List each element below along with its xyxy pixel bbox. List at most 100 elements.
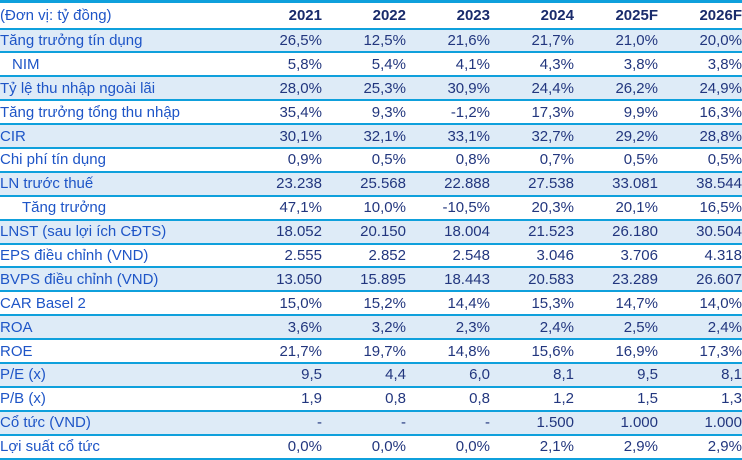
table-row: ROE 21,7% 19,7% 14,8% 15,6% 16,9% 17,3%: [0, 339, 742, 364]
cell-value: 2,1%: [490, 434, 574, 460]
table-row: Tăng trưởng 47,1% 10,0% -10,5% 20,3% 20,1% 16,…: [0, 195, 742, 221]
cell-value: 13.050: [238, 267, 322, 293]
year-column-header: 2025F: [574, 1, 658, 30]
cell-value: 2,4%: [490, 315, 574, 341]
table-row: P/E (x) 9,5 4,4 6,0 8,1 9,5 8,1: [0, 362, 742, 388]
cell-value: 20.150: [322, 219, 406, 245]
table-row: Chi phí tín dụng 0,9% 0,5% 0,8% 0,7% 0,5% 0,5%: [0, 147, 742, 173]
cell-value: 3.046: [490, 243, 574, 269]
row-label: Cổ tức (VND): [0, 410, 238, 436]
cell-value: 18.004: [406, 219, 490, 245]
cell-value: 32,1%: [322, 124, 406, 149]
year-column-header: 2023: [406, 1, 490, 30]
table-row: LNST (sau lợi ích CĐTS) 18.052 20.150 18.00…: [0, 219, 742, 245]
cell-value: -: [322, 410, 406, 436]
cell-value: 2.555: [238, 243, 322, 269]
cell-value: 14,8%: [406, 339, 490, 364]
table-row: LN trước thuế 23.238 25.568 22.888 27.538 33.…: [0, 171, 742, 197]
row-label: EPS điều chỉnh (VND): [0, 243, 238, 269]
year-column-header: 2026F: [658, 1, 742, 30]
row-label: CAR Basel 2: [0, 291, 238, 317]
cell-value: 10,0%: [322, 195, 406, 221]
cell-value: 0,5%: [574, 147, 658, 173]
row-label: Tăng trưởng: [0, 195, 238, 221]
cell-value: 25.568: [322, 171, 406, 197]
cell-value: 2,4%: [658, 315, 742, 341]
cell-value: 24,9%: [658, 76, 742, 102]
table-row: Cổ tức (VND) - - -1.500 1.000 1.000: [0, 410, 742, 436]
cell-value: -: [238, 410, 322, 436]
cell-value: 4,1%: [406, 52, 490, 78]
cell-value: 14,7%: [574, 291, 658, 317]
table-row: NIM 5,8% 5,4% 4,1% 4,3% 3,8% 3,8%: [0, 52, 742, 78]
cell-value: 0,0%: [238, 434, 322, 460]
cell-value: 3,6%: [238, 315, 322, 341]
cell-value: 5,8%: [238, 52, 322, 78]
cell-value: 8,1: [490, 362, 574, 388]
year-column-header: 2021: [238, 1, 322, 30]
cell-value: 21,7%: [238, 339, 322, 364]
table-row: ROA 3,6% 3,2% 2,3% 2,4% 2,5% 2,4%: [0, 315, 742, 341]
table-row: CAR Basel 2 15,0% 15,2% 14,4% 15,3% 14,7% 14,0…: [0, 291, 742, 317]
cell-value: 29,2%: [574, 124, 658, 149]
cell-value: 1,2: [490, 386, 574, 412]
cell-value: 0,5%: [658, 147, 742, 173]
cell-value: 30.504: [658, 219, 742, 245]
cell-value: 28,8%: [658, 124, 742, 149]
cell-value: 33,1%: [406, 124, 490, 149]
year-column-header: 2022: [322, 1, 406, 30]
cell-value: 21.523: [490, 219, 574, 245]
cell-value: 22.888: [406, 171, 490, 197]
cell-value: 1.000: [658, 410, 742, 436]
row-label: P/E (x): [0, 362, 238, 388]
table-row: P/B (x) 1,9 0,8 0,8 1,2 1,5 1,3: [0, 386, 742, 412]
cell-value: 0,8%: [406, 147, 490, 173]
row-label: ROA: [0, 315, 238, 341]
cell-value: 4.318: [658, 243, 742, 269]
cell-value: 35,4%: [238, 100, 322, 126]
table-row: CIR 30,1% 32,1% 33,1% 32,7% 29,2% 28,8%: [0, 124, 742, 149]
table-header: (Đơn vị: tỷ đồng) 2021 2022 2023 2024 2025F 2…: [0, 1, 742, 30]
cell-value: 32,7%: [490, 124, 574, 149]
cell-value: 26,2%: [574, 76, 658, 102]
cell-value: 3,8%: [574, 52, 658, 78]
row-label: LNST (sau lợi ích CĐTS): [0, 219, 238, 245]
table-row: Lợi suất cổ tức 0,0% 0,0% 0,0% 2,1% 2,9% 2,9%: [0, 434, 742, 460]
cell-value: 16,3%: [658, 100, 742, 126]
cell-value: 26,5%: [238, 28, 322, 54]
cell-value: 0,7%: [490, 147, 574, 173]
cell-value: 0,5%: [322, 147, 406, 173]
cell-value: 38.544: [658, 171, 742, 197]
cell-value: 16,5%: [658, 195, 742, 221]
row-label: Tỷ lệ thu nhập ngoài lãi: [0, 76, 238, 102]
row-label: ROE: [0, 339, 238, 364]
cell-value: 15.895: [322, 267, 406, 293]
cell-value: 0,9%: [238, 147, 322, 173]
cell-value: 16,9%: [574, 339, 658, 364]
cell-value: 9,9%: [574, 100, 658, 126]
cell-value: 1,5: [574, 386, 658, 412]
cell-value: 1.000: [574, 410, 658, 436]
cell-value: 3,2%: [322, 315, 406, 341]
cell-value: 9,5: [574, 362, 658, 388]
cell-value: 2,3%: [406, 315, 490, 341]
cell-value: 5,4%: [322, 52, 406, 78]
cell-value: 3,8%: [658, 52, 742, 78]
cell-value: 23.289: [574, 267, 658, 293]
cell-value: 1,9: [238, 386, 322, 412]
cell-value: 28,0%: [238, 76, 322, 102]
cell-value: 25,3%: [322, 76, 406, 102]
cell-value: -1,2%: [406, 100, 490, 126]
cell-value: 4,3%: [490, 52, 574, 78]
cell-value: 9,5: [238, 362, 322, 388]
table-row: Tăng trưởng tổng thu nhập 35,4% 9,3% -1,2% 1…: [0, 100, 742, 126]
row-label: BVPS điều chỉnh (VND): [0, 267, 238, 293]
cell-value: 26.180: [574, 219, 658, 245]
row-label: Chi phí tín dụng: [0, 147, 238, 173]
year-column-header: 2024: [490, 1, 574, 30]
cell-value: 30,9%: [406, 76, 490, 102]
cell-value: 1.500: [490, 410, 574, 436]
cell-value: 0,8: [406, 386, 490, 412]
cell-value: 2.548: [406, 243, 490, 269]
